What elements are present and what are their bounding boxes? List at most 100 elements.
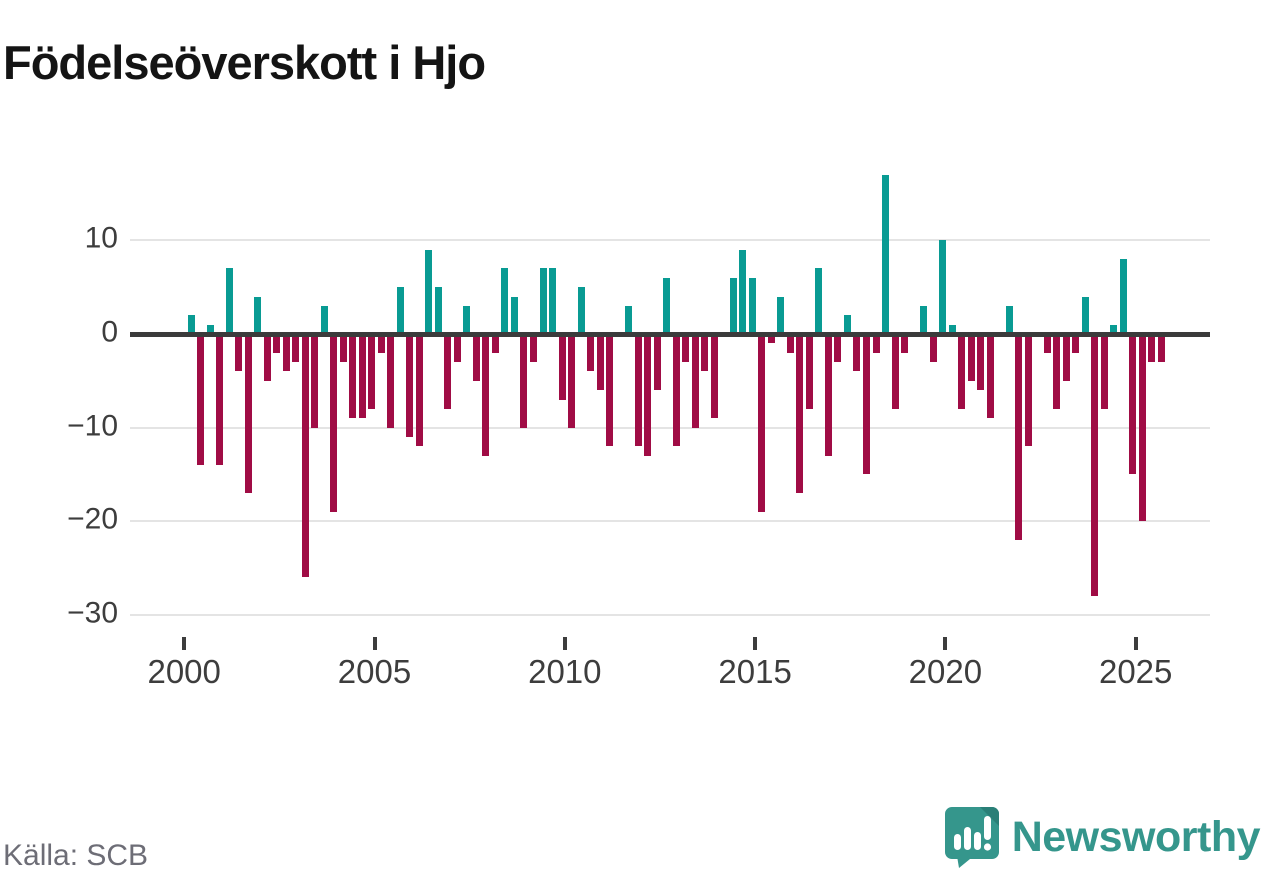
bar-2005-q3 — [396, 287, 404, 334]
bar-2008-q4 — [520, 334, 528, 428]
bar-2016-q4 — [824, 334, 832, 456]
bar-2001-q3 — [244, 334, 252, 494]
bar-2010-q1 — [568, 334, 576, 428]
bar-2024-q4 — [1129, 334, 1137, 475]
bar-2011-q1 — [606, 334, 614, 447]
x-axis-tick — [943, 637, 948, 650]
bar-2007-q3 — [472, 334, 480, 381]
bar-2019-q3 — [929, 334, 937, 363]
bar-2007-q2 — [463, 305, 471, 334]
x-axis-label: 2020 — [908, 653, 983, 690]
bar-2012-q1 — [644, 334, 652, 456]
bar-2004-q4 — [368, 334, 376, 409]
bar-2007-q1 — [453, 334, 461, 363]
bar-2000-q3 — [206, 324, 214, 334]
bar-2002-q1 — [263, 334, 271, 381]
bar-2005-q1 — [377, 334, 385, 353]
gridline — [130, 613, 1210, 616]
bar-2006-q3 — [434, 287, 442, 334]
bar-2002-q2 — [273, 334, 281, 353]
bar-2004-q1 — [339, 334, 347, 363]
bar-2000-q2 — [197, 334, 204, 466]
bar-2024-q1 — [1100, 334, 1108, 409]
source-label: Källa: SCB — [3, 839, 149, 872]
bar-2012-q4 — [672, 334, 680, 447]
bar-2018-q4 — [901, 334, 909, 353]
bar-2013-q2 — [691, 334, 699, 428]
bar-2013-q4 — [710, 334, 718, 419]
bar-2018-q3 — [891, 334, 899, 409]
bar-2024-q2 — [1110, 324, 1118, 334]
x-axis-tick — [753, 637, 758, 650]
gridline — [130, 239, 1210, 242]
bar-2006-q2 — [425, 249, 433, 334]
x-axis-tick — [182, 637, 187, 650]
bar-2019-q4 — [939, 240, 947, 334]
bar-2025-q1 — [1138, 334, 1146, 522]
bar-2013-q1 — [682, 334, 690, 363]
bar-2001-q1 — [225, 268, 233, 334]
bar-2017-q2 — [843, 315, 851, 334]
bar-2023-q2 — [1072, 334, 1080, 353]
bar-2015-q1 — [758, 334, 766, 512]
bar-2015-q2 — [767, 334, 775, 344]
bar-2003-q1 — [301, 334, 309, 578]
page-title: Födelseöverskott i Hjo — [3, 36, 486, 90]
x-axis-label: 2025 — [1098, 653, 1173, 690]
bar-2023-q3 — [1081, 296, 1089, 334]
bar-2021-q3 — [1005, 305, 1013, 334]
x-axis-tick — [562, 637, 567, 650]
bar-2010-q3 — [587, 334, 595, 372]
y-axis-label: 0 — [101, 315, 118, 349]
y-axis-label: −20 — [67, 502, 118, 536]
bar-2023-q4 — [1091, 334, 1099, 597]
bar-2020-q3 — [967, 334, 975, 381]
bar-2015-q4 — [786, 334, 794, 353]
bar-2003-q4 — [330, 334, 338, 512]
bar-2008-q1 — [491, 334, 499, 353]
bar-2016-q1 — [796, 334, 804, 494]
bar-2002-q4 — [292, 334, 300, 363]
bar-2025-q2 — [1148, 334, 1156, 363]
bar-2023-q1 — [1062, 334, 1070, 381]
bar-2014-q4 — [748, 277, 756, 334]
x-axis-label: 2005 — [337, 653, 412, 690]
bar-2011-q3 — [625, 305, 633, 334]
bar-2018-q2 — [882, 174, 890, 334]
bar-2012-q3 — [663, 277, 671, 334]
bar-2020-q2 — [958, 334, 966, 409]
gridline — [130, 520, 1210, 523]
bar-2007-q4 — [482, 334, 490, 456]
bar-2010-q4 — [596, 334, 604, 391]
bar-2000-q4 — [216, 334, 224, 466]
bar-2001-q2 — [235, 334, 243, 372]
x-axis-tick — [1133, 637, 1138, 650]
bar-2008-q2 — [501, 268, 509, 334]
zero-axis-line — [130, 331, 1210, 337]
x-axis-label: 2010 — [528, 653, 602, 690]
bar-2005-q4 — [406, 334, 414, 437]
bar-2003-q3 — [320, 305, 328, 334]
bar-2015-q3 — [777, 296, 785, 334]
bar-2024-q3 — [1119, 259, 1127, 334]
bar-2009-q1 — [530, 334, 537, 363]
gridline — [130, 426, 1210, 429]
newsworthy-logo-icon — [944, 807, 999, 868]
bar-2008-q3 — [510, 296, 518, 334]
y-axis-label: −10 — [67, 409, 118, 443]
y-axis-label: 10 — [84, 222, 118, 256]
bar-2014-q3 — [739, 249, 747, 334]
bar-2001-q4 — [254, 296, 262, 334]
newsworthy-logo-text: Newsworthy — [1011, 812, 1261, 861]
bar-2016-q2 — [805, 334, 813, 409]
bar-2017-q3 — [853, 334, 861, 372]
bar-2005-q2 — [387, 334, 395, 428]
bar-2009-q3 — [549, 268, 557, 334]
bar-2003-q2 — [311, 334, 319, 428]
bar-2009-q2 — [539, 268, 547, 334]
bar-2013-q3 — [701, 334, 709, 372]
bar-2004-q3 — [358, 334, 366, 419]
bar-2000-q1 — [187, 315, 195, 334]
bar-2010-q2 — [577, 287, 585, 334]
bar-2019-q2 — [920, 305, 928, 334]
